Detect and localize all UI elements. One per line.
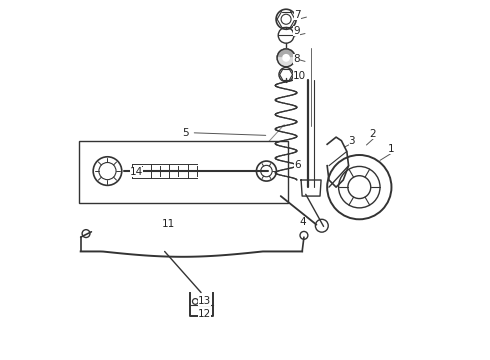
Text: 13: 13: [198, 296, 211, 306]
Text: 8: 8: [293, 54, 300, 64]
Text: 11: 11: [162, 219, 175, 229]
Text: 3: 3: [348, 136, 355, 146]
Text: 10: 10: [293, 71, 306, 81]
Text: 6: 6: [294, 160, 301, 170]
Text: 4: 4: [299, 217, 306, 227]
FancyBboxPatch shape: [79, 141, 288, 203]
Text: 12: 12: [198, 309, 211, 319]
Text: 14: 14: [130, 167, 143, 177]
Text: 9: 9: [293, 26, 300, 36]
Text: 2: 2: [369, 129, 376, 139]
Text: 1: 1: [388, 144, 394, 154]
Wedge shape: [277, 58, 295, 67]
Text: 5: 5: [182, 128, 189, 138]
Text: 7: 7: [294, 10, 301, 20]
Wedge shape: [277, 49, 295, 58]
